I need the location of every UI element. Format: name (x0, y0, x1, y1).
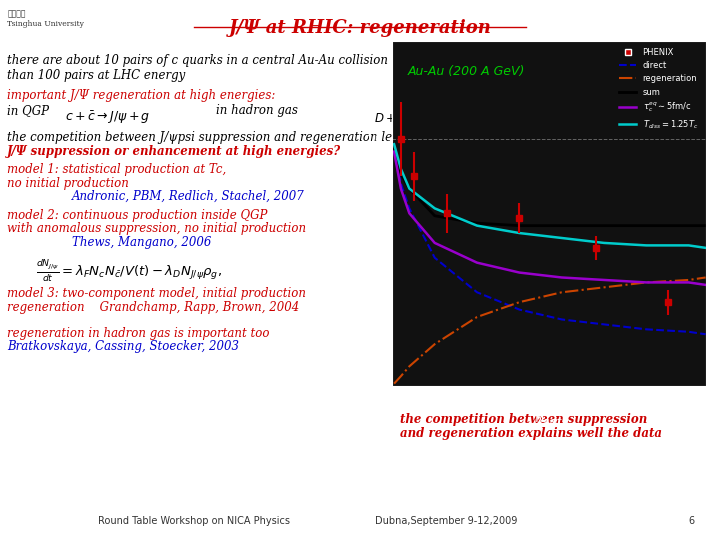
Text: important J/Ψ regeneration at high energies:: important J/Ψ regeneration at high energ… (7, 89, 276, 102)
Y-axis label: R$_{AA}$: R$_{AA}$ (346, 202, 361, 225)
Text: than 100 pairs at LHC energy: than 100 pairs at LHC energy (7, 69, 186, 82)
Text: and regeneration explains well the data: and regeneration explains well the data (400, 427, 662, 440)
Text: $D+\bar{D}\rightarrow J/\psi+$ mesons: $D+\bar{D}\rightarrow J/\psi+$ mesons (374, 110, 502, 128)
Text: in QGP: in QGP (7, 104, 49, 117)
Text: J/Ψ at RHIC: regeneration: J/Ψ at RHIC: regeneration (228, 19, 492, 37)
Text: the competition between J/ψpsi suppression and regeneration leads to the questio: the competition between J/ψpsi suppressi… (7, 131, 510, 144)
Text: Dubna,September 9-12,2009: Dubna,September 9-12,2009 (375, 516, 518, 526)
Text: no initial production: no initial production (7, 177, 129, 190)
Text: model 1: statistical production at Tc,: model 1: statistical production at Tc, (7, 163, 227, 176)
Text: with anomalous suppression, no initial production: with anomalous suppression, no initial p… (7, 222, 306, 235)
Text: 清华大学
Tsinghua University: 清华大学 Tsinghua University (7, 11, 84, 28)
Text: Au-Au (200 A GeV): Au-Au (200 A GeV) (408, 65, 526, 78)
Text: in hadron gas: in hadron gas (216, 104, 298, 117)
Text: Andronic, PBM, Redlich, Stachel, 2007: Andronic, PBM, Redlich, Stachel, 2007 (72, 190, 305, 203)
Legend: PHENIX, direct, regeneration, sum, $\tau_c^{eq}{\sim}5\mathrm{fm/c}$, $T_{diss}=: PHENIX, direct, regeneration, sum, $\tau… (616, 45, 701, 134)
Text: regeneration in hadron gas is important too: regeneration in hadron gas is important … (7, 327, 270, 340)
Text: $\frac{dN_{J/\psi}}{dt} = \lambda_F N_c N_{\bar{c}}/V(t) - \lambda_D N_{J/\psi}\: $\frac{dN_{J/\psi}}{dt} = \lambda_F N_c … (36, 259, 222, 284)
Text: there are about 10 pairs of c quarks in a central Au-Au collision at RHIC energy: there are about 10 pairs of c quarks in … (7, 54, 546, 67)
Text: model 3: two-component model, initial production: model 3: two-component model, initial pr… (7, 287, 306, 300)
Text: 6: 6 (688, 516, 694, 526)
Text: model 2: continuous production inside QGP: model 2: continuous production inside QG… (7, 209, 268, 222)
Text: Thews, Mangano, 2006: Thews, Mangano, 2006 (72, 236, 212, 249)
Text: Round Table Workshop on NICA Physics: Round Table Workshop on NICA Physics (99, 516, 290, 526)
Text: $c+\bar{c}\rightarrow J/\psi + g$: $c+\bar{c}\rightarrow J/\psi + g$ (65, 110, 150, 126)
X-axis label: N$_{part}$: N$_{part}$ (534, 411, 564, 428)
Text: regeneration    Grandchamp, Rapp, Brown, 2004: regeneration Grandchamp, Rapp, Brown, 20… (7, 301, 300, 314)
Text: the competition between suppression: the competition between suppression (400, 413, 647, 426)
Text: J/Ψ suppression or enhancement at high energies?: J/Ψ suppression or enhancement at high e… (7, 145, 341, 158)
Text: Bratkovskaya, Cassing, Stoecker, 2003: Bratkovskaya, Cassing, Stoecker, 2003 (7, 340, 239, 353)
